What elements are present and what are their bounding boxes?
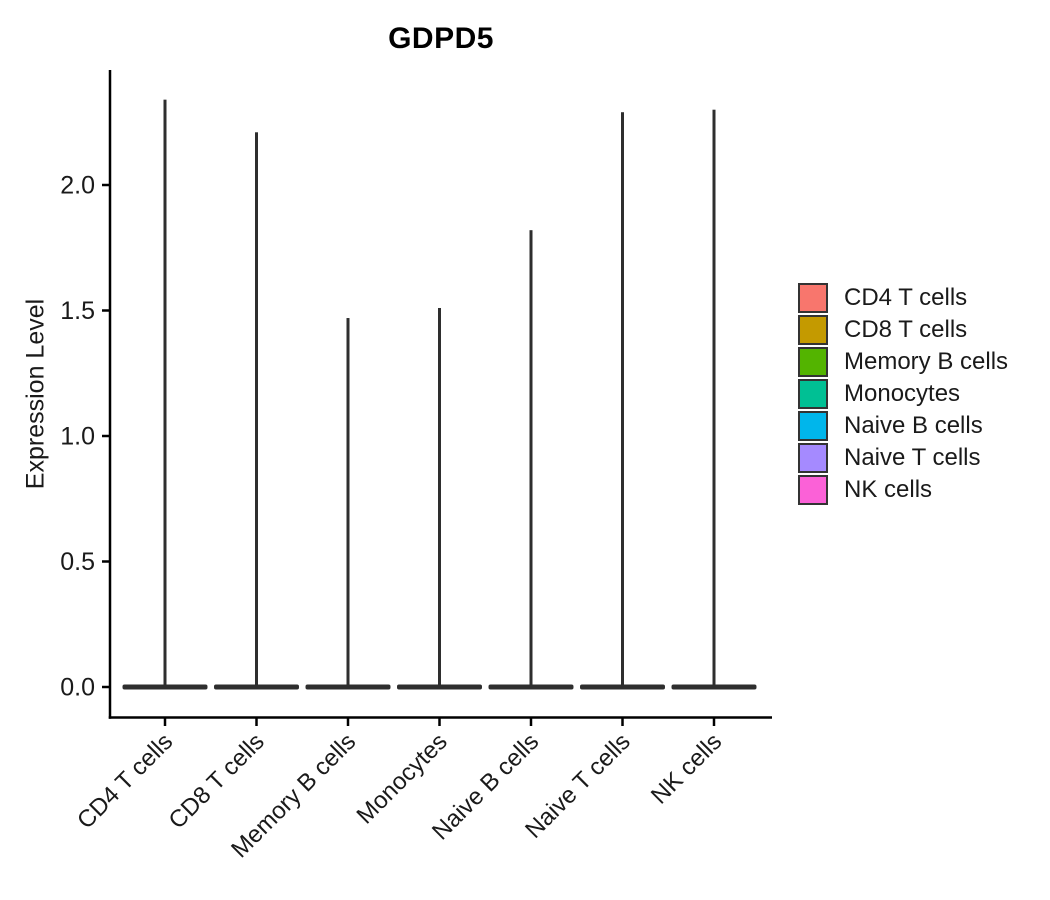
- legend-label-naive-t-cells: Naive T cells: [844, 444, 981, 471]
- x-tick-label-nk-cells: NK cells: [646, 728, 727, 809]
- legend-item-monocytes: Monocytes: [798, 379, 1008, 409]
- y-tick-label: 1.0: [60, 423, 95, 451]
- legend-item-memory-b-cells: Memory B cells: [798, 347, 1008, 377]
- y-tick-label: 0.5: [60, 548, 95, 576]
- legend-label-cd4-t-cells: CD4 T cells: [844, 284, 968, 311]
- violin-base-naive-t-cells: [580, 684, 665, 690]
- legend-swatch-nk-cells: [798, 475, 828, 505]
- legend-item-nk-cells: NK cells: [798, 475, 1008, 505]
- violin-spike-cd8-t-cells: [255, 132, 258, 689]
- legend: CD4 T cells CD8 T cells Memory B cells Mono…: [798, 283, 1008, 505]
- legend-swatch-naive-b-cells: [798, 411, 828, 441]
- y-tick-label: 1.5: [60, 297, 95, 325]
- violin-base-nk-cells: [671, 684, 757, 690]
- violin-base-naive-b-cells: [488, 684, 574, 690]
- violin-base-memory-b-cells: [305, 684, 391, 690]
- x-tick-label-cd4-t-cells: CD4 T cells: [72, 728, 178, 834]
- x-tick-label-monocytes: Monocytes: [352, 728, 453, 829]
- legend-label-memory-b-cells: Memory B cells: [844, 348, 1009, 375]
- legend-label-monocytes: Monocytes: [844, 380, 961, 407]
- legend-item-naive-t-cells: Naive T cells: [798, 443, 1008, 473]
- legend-swatch-monocytes: [798, 379, 828, 409]
- violin-spike-naive-t-cells: [621, 112, 624, 688]
- legend-item-cd4-t-cells: CD4 T cells: [798, 283, 1008, 313]
- violin-spike-cd4-t-cells: [163, 99, 167, 688]
- legend-swatch-memory-b-cells: [798, 347, 828, 377]
- violin-base-cd4-t-cells: [122, 684, 208, 690]
- legend-label-cd8-t-cells: CD8 T cells: [844, 316, 968, 343]
- violin-spike-naive-b-cells: [529, 230, 533, 688]
- legend-item-cd8-t-cells: CD8 T cells: [798, 315, 1008, 345]
- violin-base-monocytes: [397, 684, 482, 690]
- violin-spike-memory-b-cells: [346, 318, 350, 688]
- violin-spike-nk-cells: [712, 109, 716, 688]
- legend-swatch-cd8-t-cells: [798, 315, 828, 345]
- y-tick-label: 2.0: [60, 172, 95, 200]
- legend-swatch-cd4-t-cells: [798, 283, 828, 313]
- legend-swatch-naive-t-cells: [798, 443, 828, 473]
- legend-item-naive-b-cells: Naive B cells: [798, 411, 1008, 441]
- violin-spike-monocytes: [438, 307, 441, 688]
- legend-label-nk-cells: NK cells: [844, 476, 933, 503]
- plot-title: GDPD5: [388, 22, 494, 55]
- y-tick-label: 0.0: [60, 674, 95, 702]
- violin-base-cd8-t-cells: [214, 684, 299, 690]
- legend-label-naive-b-cells: Naive B cells: [844, 412, 983, 439]
